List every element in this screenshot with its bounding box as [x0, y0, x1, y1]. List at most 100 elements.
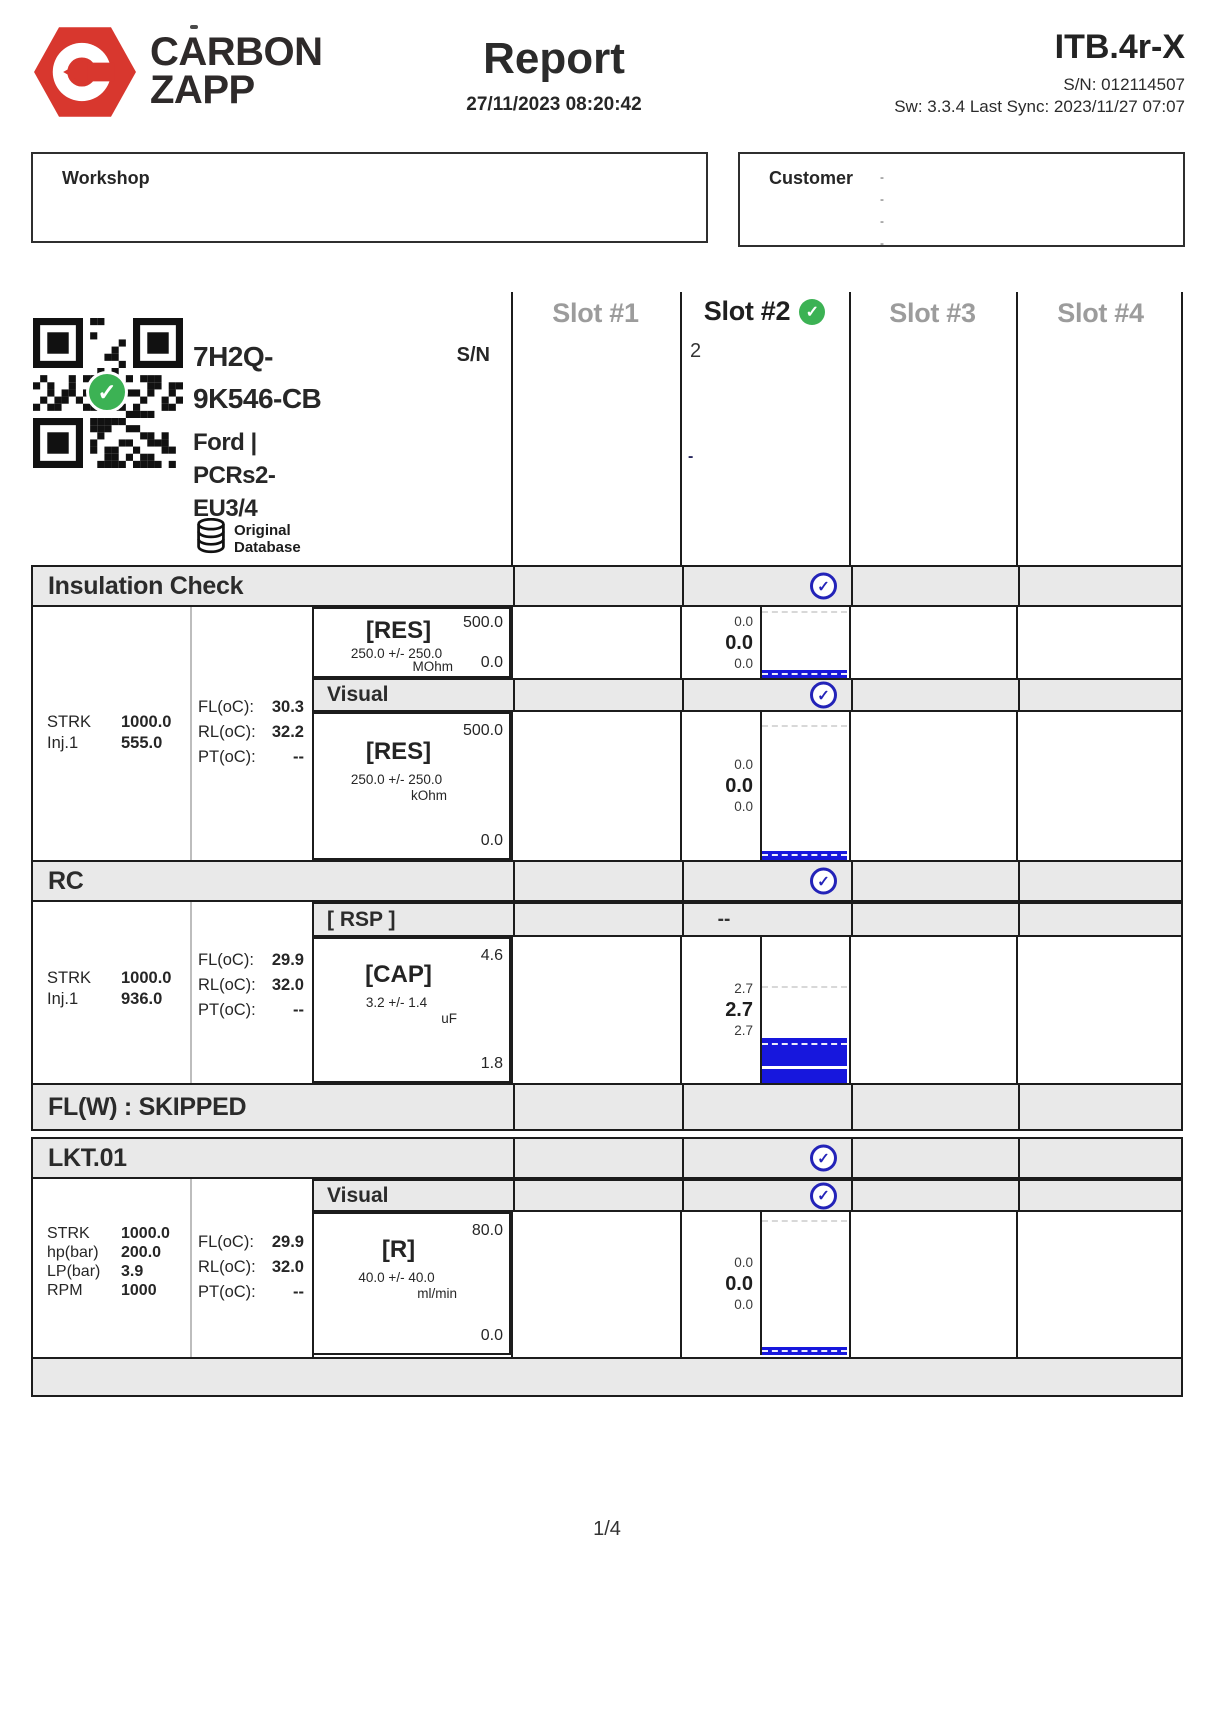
divider	[849, 902, 851, 1083]
test-min: 1.8	[480, 1055, 503, 1072]
param-value: 200.0	[121, 1244, 162, 1261]
divider	[851, 567, 853, 605]
result-min: 2.7	[734, 1023, 753, 1038]
test-unit: uF	[441, 1011, 457, 1026]
divider	[851, 904, 853, 935]
limit-line	[762, 725, 847, 727]
test-unit: kOhm	[410, 788, 447, 803]
test-parameters: STRK 1000.0 hp(bar) 200.0 LP(bar) 3.9 RPM 10…	[47, 1224, 170, 1300]
customer-empty-line: -	[880, 214, 884, 228]
divider	[849, 1179, 851, 1358]
test-min: 0.0	[480, 1327, 503, 1344]
test-min: 0.0	[480, 654, 503, 671]
param-row: RPM 1000	[47, 1281, 170, 1300]
bar-marker	[762, 854, 847, 856]
section-title: LKT.01	[48, 1143, 127, 1172]
divider	[31, 902, 33, 1083]
qr-verified-icon: ✓	[86, 371, 128, 413]
divider	[190, 902, 192, 1083]
test-max: 80.0	[471, 1222, 503, 1239]
divider	[190, 607, 192, 860]
result-avg: 2.7	[725, 999, 753, 1021]
test-spec-res-kohm: 500.0 [RES] 250.0 +/- 250.0 kOhm 0.0	[312, 712, 511, 860]
test-spec-r: 80.0 [R] 40.0 +/- 40.0 ml/min 0.0	[312, 1212, 511, 1355]
divider	[1018, 904, 1020, 935]
test-parameters: STRK 1000.0 Inj.1 936.0	[47, 968, 171, 1010]
divider	[682, 1139, 684, 1177]
brand-line1: CARBON	[150, 30, 323, 74]
page-number: 1/4	[593, 1518, 621, 1540]
divider	[513, 904, 515, 935]
result-max: 0.0	[734, 757, 753, 772]
device-sw-sync: Sw: 3.3.4 Last Sync: 2023/11/27 07:07	[894, 97, 1185, 116]
temp-label: FL(oC):	[198, 1233, 254, 1251]
result-min: 0.0	[734, 1296, 753, 1312]
test-tolerance: 40.0 +/- 40.0	[358, 1270, 435, 1285]
divider	[1018, 862, 1020, 900]
temp-row: RL(oC): 32.0	[198, 1255, 304, 1280]
section-rc: RC ✓	[31, 860, 1183, 902]
param-label: STRK	[47, 1225, 90, 1242]
temp-value: 32.0	[271, 1258, 304, 1276]
temp-label: FL(oC):	[198, 951, 254, 969]
temp-label: PT(oC):	[198, 1283, 256, 1301]
section-flw-skipped: FL(W) : SKIPPED	[31, 1083, 1183, 1131]
customer-empty-line: -	[880, 192, 884, 206]
result-min: 0.0	[734, 655, 753, 671]
divider	[513, 1139, 515, 1177]
temp-value: 29.9	[271, 1233, 304, 1251]
result-bar-chart	[760, 712, 847, 860]
param-label: STRK	[47, 713, 92, 731]
param-label: hp(bar)	[47, 1244, 99, 1261]
temp-value: 30.3	[271, 698, 304, 716]
limit-line	[762, 611, 847, 613]
result-bar	[762, 1038, 847, 1083]
limit-line	[762, 986, 847, 988]
customer-label: Customer	[769, 168, 854, 188]
divider	[511, 292, 513, 565]
part-number-line1: 7H2Q-	[193, 341, 273, 372]
result-values: 0.0 0.0 0.0	[680, 712, 758, 860]
divider	[1016, 292, 1018, 565]
divider	[31, 1179, 33, 1358]
divider	[1016, 1179, 1018, 1358]
param-row: STRK 1000.0	[47, 968, 171, 989]
database-label-line2: Database	[234, 538, 301, 556]
divider	[1181, 902, 1183, 1083]
temp-value: 32.2	[271, 723, 304, 741]
divider	[513, 1085, 515, 1129]
divider	[1016, 902, 1018, 1083]
pass-check-icon: ✓	[810, 1182, 837, 1209]
divider	[513, 862, 515, 900]
page-title: Report	[483, 34, 625, 83]
temp-row: FL(oC): 29.9	[198, 948, 304, 973]
visual-check-row: Visual ✓	[312, 678, 1183, 712]
param-row: Inj.1 555.0	[47, 733, 171, 754]
report-datetime: 27/11/2023 08:20:42	[466, 94, 642, 115]
param-row: LP(bar) 3.9	[47, 1262, 170, 1281]
section-title: Insulation Check	[48, 571, 244, 600]
divider	[851, 1139, 853, 1177]
bar-marker	[762, 1350, 847, 1352]
divider	[682, 680, 684, 710]
param-row: hp(bar) 200.0	[47, 1243, 170, 1262]
divider	[682, 862, 684, 900]
slot2-pass-check-icon: ✓	[799, 298, 826, 325]
temp-label: FL(oC):	[198, 698, 254, 716]
slot2-injector-id: 2	[690, 340, 702, 362]
divider	[511, 607, 513, 860]
device-name: ITB.4r-X	[1054, 28, 1185, 66]
test-name: [RES]	[365, 617, 432, 644]
test-name: [R]	[381, 1236, 416, 1263]
carbonzapp-logo-icon	[33, 24, 137, 125]
divider	[680, 292, 682, 565]
result-values: 0.0 0.0 0.0	[680, 1212, 758, 1355]
test-unit: MOhm	[412, 659, 454, 674]
temp-value: --	[293, 1001, 304, 1019]
divider	[851, 1085, 853, 1129]
sn-column-label: S/N	[456, 344, 490, 366]
temp-row: RL(oC): 32.0	[198, 973, 304, 998]
divider	[31, 607, 33, 860]
divider	[849, 292, 851, 565]
visual-label: Visual	[327, 683, 389, 706]
